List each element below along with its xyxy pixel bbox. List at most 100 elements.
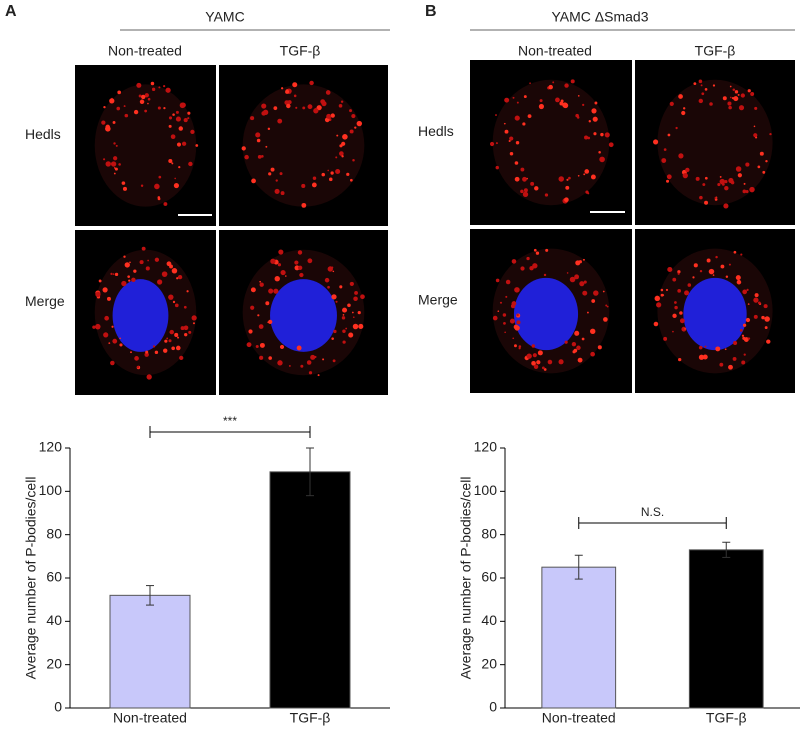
red-dot bbox=[669, 101, 674, 106]
red-dot bbox=[101, 120, 106, 125]
panel-label: A bbox=[5, 3, 17, 20]
red-dot bbox=[265, 145, 268, 148]
red-dot bbox=[327, 169, 330, 172]
red-dot bbox=[329, 177, 333, 182]
red-dot bbox=[753, 133, 758, 138]
red-dot bbox=[102, 287, 108, 293]
red-dot bbox=[745, 317, 751, 323]
red-dot bbox=[529, 265, 534, 271]
red-dot bbox=[332, 359, 336, 363]
red-dot bbox=[576, 345, 581, 351]
red-dot bbox=[326, 113, 332, 119]
red-dot bbox=[179, 102, 186, 109]
red-dot bbox=[531, 344, 536, 348]
red-dot bbox=[158, 175, 162, 179]
red-dot bbox=[679, 318, 685, 324]
cytoplasm bbox=[657, 79, 773, 206]
red-dot bbox=[733, 96, 739, 102]
red-dot bbox=[753, 297, 759, 303]
red-dot bbox=[184, 333, 188, 337]
red-dot bbox=[547, 359, 553, 365]
red-dot bbox=[740, 93, 745, 98]
red-dot bbox=[574, 274, 580, 280]
red-dot bbox=[536, 360, 541, 365]
red-dot bbox=[712, 274, 715, 276]
red-dot bbox=[346, 172, 350, 176]
y-tick-label: 40 bbox=[46, 612, 62, 628]
y-tick-label: 20 bbox=[481, 655, 497, 671]
red-dot bbox=[750, 92, 755, 97]
red-dot bbox=[742, 323, 747, 327]
red-dot bbox=[158, 86, 161, 89]
red-dot bbox=[742, 189, 747, 194]
red-dot bbox=[123, 105, 126, 108]
red-dot bbox=[526, 256, 530, 261]
red-dot bbox=[735, 166, 742, 172]
red-dot bbox=[320, 99, 326, 105]
red-dot bbox=[166, 337, 169, 340]
micrograph bbox=[635, 229, 795, 393]
red-dot bbox=[534, 186, 539, 191]
red-dot bbox=[322, 358, 325, 361]
significance-label: N.S. bbox=[641, 505, 664, 519]
red-dot bbox=[581, 337, 585, 341]
red-dot bbox=[743, 353, 746, 356]
red-dot bbox=[241, 146, 246, 151]
red-dot bbox=[514, 287, 520, 293]
red-dot bbox=[702, 354, 708, 360]
red-dot bbox=[261, 111, 266, 116]
red-dot bbox=[121, 280, 127, 287]
x-tick-label: Non-treated bbox=[113, 710, 187, 726]
red-dot bbox=[516, 313, 519, 317]
red-dot bbox=[288, 364, 291, 367]
red-dot bbox=[98, 279, 102, 283]
red-dot bbox=[176, 142, 182, 147]
red-dot bbox=[293, 94, 297, 98]
red-dot bbox=[682, 107, 686, 110]
red-dot bbox=[526, 353, 532, 359]
red-dot bbox=[186, 290, 189, 293]
red-dot bbox=[168, 294, 174, 300]
red-dot bbox=[497, 310, 500, 313]
error-bar bbox=[722, 541, 731, 558]
red-dot bbox=[339, 285, 343, 289]
red-dot bbox=[679, 311, 683, 315]
red-dot bbox=[353, 296, 358, 302]
red-dot bbox=[513, 344, 517, 348]
red-dot bbox=[139, 260, 144, 265]
red-dot bbox=[723, 203, 729, 209]
red-dot bbox=[183, 305, 187, 309]
red-dot bbox=[597, 345, 602, 350]
red-dot bbox=[341, 141, 346, 146]
red-dot bbox=[278, 249, 284, 255]
red-dot bbox=[175, 116, 181, 122]
red-dot bbox=[564, 197, 569, 203]
red-dot bbox=[280, 191, 285, 196]
red-dot bbox=[672, 313, 677, 318]
red-dot bbox=[313, 108, 319, 114]
red-dot bbox=[698, 79, 703, 84]
red-dot bbox=[295, 106, 298, 109]
red-dot bbox=[267, 127, 271, 131]
red-dot bbox=[522, 122, 526, 126]
red-dot bbox=[605, 304, 608, 307]
red-dot bbox=[678, 357, 682, 362]
red-dot bbox=[573, 348, 578, 353]
red-dot bbox=[345, 327, 348, 330]
red-dot bbox=[603, 317, 608, 322]
red-dot bbox=[129, 261, 131, 264]
red-dot bbox=[274, 276, 280, 282]
red-dot bbox=[667, 133, 671, 137]
red-dot bbox=[741, 360, 746, 365]
red-dot bbox=[113, 156, 118, 161]
red-dot bbox=[602, 290, 605, 293]
red-dot bbox=[145, 266, 150, 271]
red-dot bbox=[722, 96, 727, 101]
nucleus bbox=[683, 277, 747, 351]
red-dot bbox=[188, 330, 192, 334]
red-dot bbox=[533, 364, 539, 369]
red-dot bbox=[522, 191, 529, 198]
red-dot bbox=[660, 288, 664, 292]
red-dot bbox=[170, 134, 176, 140]
red-dot bbox=[511, 259, 517, 264]
